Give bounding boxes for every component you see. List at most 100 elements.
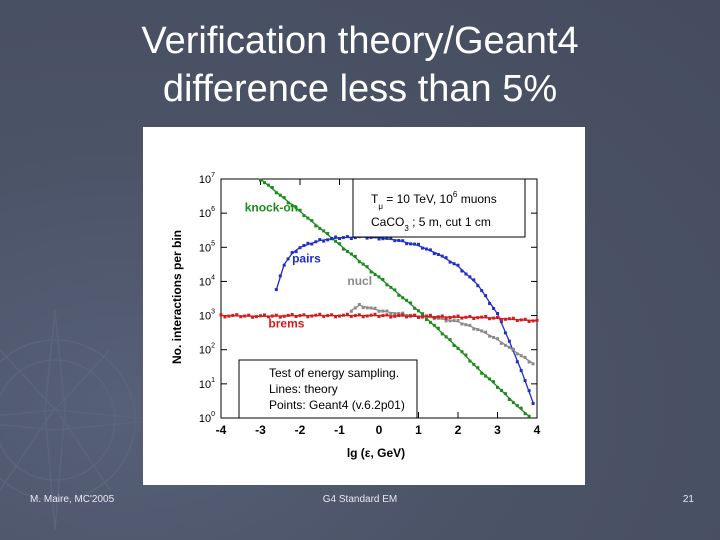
series-point bbox=[247, 313, 251, 317]
series-point bbox=[535, 318, 539, 322]
series-point bbox=[515, 319, 519, 322]
series-point bbox=[373, 306, 377, 310]
series-point bbox=[484, 315, 488, 318]
series-point bbox=[286, 257, 290, 261]
series-point bbox=[452, 319, 456, 323]
series-point bbox=[349, 314, 353, 318]
x-tick-label: 1 bbox=[415, 423, 422, 437]
series-point bbox=[341, 247, 345, 251]
series-point bbox=[452, 344, 456, 347]
series-point bbox=[385, 236, 389, 240]
series-point bbox=[519, 406, 523, 410]
series-point bbox=[314, 313, 318, 317]
series-point bbox=[531, 319, 535, 323]
series-point bbox=[468, 359, 472, 363]
series-point bbox=[334, 315, 338, 319]
series-point bbox=[496, 337, 499, 341]
series-point bbox=[365, 306, 369, 310]
series-point bbox=[480, 329, 484, 333]
series-point bbox=[523, 412, 527, 416]
series-point bbox=[492, 316, 496, 320]
series-point bbox=[290, 313, 294, 316]
series-point bbox=[519, 369, 523, 373]
series-point bbox=[503, 331, 507, 335]
series-point bbox=[349, 237, 353, 240]
series-point bbox=[243, 314, 247, 318]
series-point bbox=[484, 374, 488, 378]
series-label-knock-on: knock-on bbox=[245, 200, 298, 214]
series-point bbox=[290, 251, 294, 255]
x-tick-label: 3 bbox=[494, 423, 501, 437]
series-point bbox=[503, 317, 507, 321]
series-point bbox=[507, 345, 511, 349]
series-point bbox=[294, 250, 298, 254]
series-label-brems: brems bbox=[268, 317, 304, 331]
series-point bbox=[361, 262, 365, 266]
series-label-pairs: pairs bbox=[292, 252, 321, 266]
x-tick-label: -3 bbox=[255, 423, 266, 437]
series-point bbox=[365, 265, 369, 269]
series-point bbox=[286, 313, 290, 317]
series-point bbox=[282, 196, 286, 200]
annotation-boxes: Tμ = 10 TeV, 106 muons CaCO3 ; 5 m, cut … bbox=[238, 178, 526, 419]
series-point bbox=[448, 316, 452, 319]
series-point bbox=[448, 319, 452, 323]
series-point bbox=[409, 242, 413, 246]
series-point bbox=[413, 306, 417, 310]
series-point bbox=[393, 288, 397, 292]
series-point bbox=[492, 335, 496, 339]
series-point bbox=[527, 389, 531, 393]
series-point bbox=[515, 360, 519, 364]
series-point bbox=[231, 313, 235, 317]
series-point bbox=[282, 314, 286, 318]
series-point bbox=[266, 183, 270, 187]
series-point bbox=[472, 362, 476, 366]
series-point bbox=[290, 203, 294, 207]
info-box bbox=[352, 178, 526, 238]
footer-topic: G4 Standard EM bbox=[322, 494, 398, 505]
series-point bbox=[448, 260, 452, 264]
series-point bbox=[496, 316, 499, 319]
series-point bbox=[519, 354, 523, 358]
series-point bbox=[488, 302, 492, 305]
series-point bbox=[401, 296, 405, 300]
series-point bbox=[310, 242, 314, 246]
legend-box-line-3: Points: Geant4 (v.6.2p01) bbox=[269, 398, 405, 412]
series-point bbox=[397, 239, 401, 242]
series-point bbox=[365, 236, 369, 240]
series-point bbox=[294, 206, 298, 210]
series-point bbox=[436, 253, 440, 256]
series-point bbox=[274, 191, 278, 195]
series-point bbox=[460, 350, 464, 354]
series-point bbox=[302, 244, 306, 247]
y-tick-label: 103 bbox=[199, 309, 215, 323]
series-point bbox=[484, 330, 488, 334]
x-tick-label: 4 bbox=[534, 423, 541, 437]
series-point bbox=[401, 313, 405, 317]
y-tick-label: 105 bbox=[199, 240, 215, 254]
series-layer bbox=[219, 178, 539, 418]
series-point bbox=[468, 323, 472, 327]
slide-title-line-2: difference less than 5% bbox=[162, 68, 558, 110]
series-point bbox=[456, 346, 460, 350]
series-point bbox=[334, 235, 338, 239]
series-point bbox=[428, 313, 432, 317]
series-point bbox=[235, 313, 239, 317]
series-point bbox=[436, 326, 440, 330]
series-point bbox=[357, 303, 361, 306]
series-knock-on bbox=[259, 178, 531, 418]
chart-panel: -4 -3 -2 -1 0 1 2 3 4 100 101 102 103 104 105 106 107 Tμ… bbox=[143, 127, 585, 485]
series-point bbox=[420, 315, 424, 319]
y-tick-label: 100 bbox=[199, 411, 215, 425]
series-point bbox=[302, 214, 306, 218]
series-point bbox=[385, 309, 389, 313]
series-labels: knock-on pairs nucl brems bbox=[245, 200, 372, 330]
series-point bbox=[306, 241, 310, 245]
series-point bbox=[338, 237, 341, 240]
series-brems bbox=[219, 312, 539, 323]
series-point bbox=[298, 208, 302, 212]
series-point bbox=[330, 236, 334, 240]
series-point bbox=[349, 309, 353, 313]
series-point bbox=[259, 314, 262, 318]
series-point bbox=[523, 317, 527, 321]
